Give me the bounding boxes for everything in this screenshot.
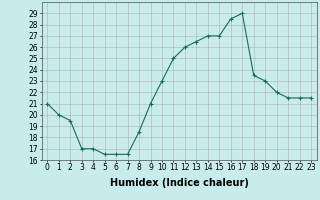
X-axis label: Humidex (Indice chaleur): Humidex (Indice chaleur) — [110, 178, 249, 188]
